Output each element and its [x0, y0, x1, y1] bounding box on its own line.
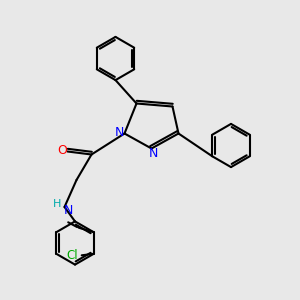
Text: H: H: [53, 199, 61, 209]
Text: N: N: [114, 125, 124, 139]
Text: Cl: Cl: [66, 249, 78, 262]
Text: N: N: [63, 203, 73, 217]
Text: N: N: [148, 147, 158, 161]
Text: O: O: [57, 143, 67, 157]
